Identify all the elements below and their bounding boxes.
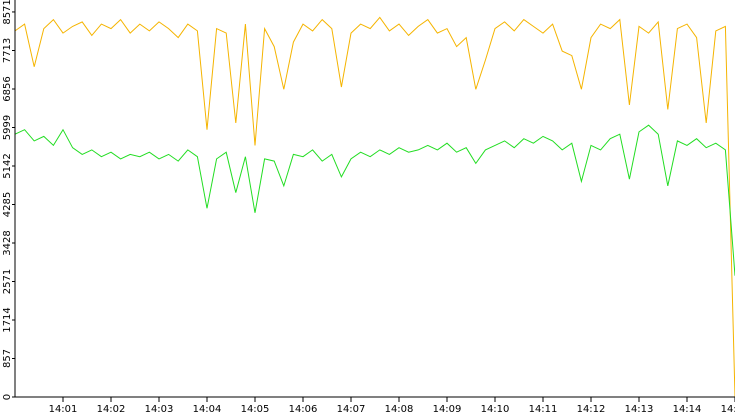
y-tick-label: 7713: [2, 38, 13, 63]
x-tick-label: 14:15: [721, 404, 735, 415]
x-tick-label: 14:07: [337, 404, 366, 415]
x-tick-label: 14:06: [289, 404, 318, 415]
y-tick-label: 857: [2, 349, 13, 368]
y-tick-label: 5999: [2, 115, 13, 140]
y-tick-label: 6856: [2, 76, 13, 101]
y-tick-label: 2571: [2, 269, 13, 294]
series-line: [14, 16, 735, 398]
y-tick-label: 0: [2, 394, 13, 400]
y-tick-label: 4285: [2, 192, 13, 217]
y-tick-label: 3428: [2, 230, 13, 255]
x-tick-label: 14:01: [49, 404, 78, 415]
x-tick-label: 14:02: [97, 404, 126, 415]
y-tick-label: 1714: [2, 307, 13, 332]
x-tick-label: 14:03: [145, 404, 174, 415]
x-tick-label: 14:10: [481, 404, 510, 415]
series-line: [14, 124, 735, 276]
x-tick-label: 14:05: [241, 404, 270, 415]
x-tick-label: 14:09: [433, 404, 462, 415]
y-tick-label: 8571: [2, 0, 13, 25]
y-tick-label: 5142: [2, 153, 13, 178]
x-tick-label: 14:13: [625, 404, 654, 415]
x-tick-label: 14:12: [577, 404, 606, 415]
x-tick-label: 14:11: [529, 404, 558, 415]
x-tick-label: 14:14: [673, 404, 702, 415]
x-tick-label: 14:04: [193, 404, 222, 415]
x-tick-label: 14:08: [385, 404, 414, 415]
